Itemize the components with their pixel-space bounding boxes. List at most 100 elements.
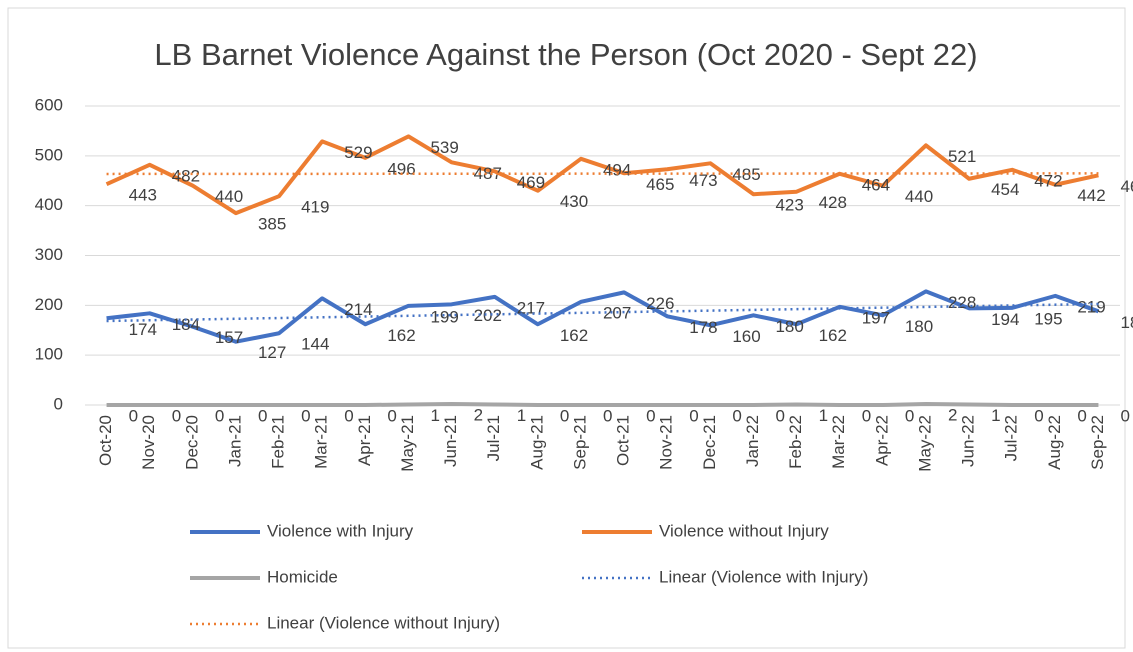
data-label: 127 (258, 343, 286, 362)
x-tick-label: Sep-22 (1088, 415, 1107, 470)
data-label: 2 (474, 405, 483, 424)
data-label: 157 (215, 328, 243, 347)
legend-label: Homicide (267, 567, 338, 586)
data-label: 197 (862, 308, 890, 327)
series-line (106, 289, 1100, 344)
x-tick-label: Dec-21 (700, 415, 719, 470)
data-label: 0 (215, 406, 224, 425)
data-label: 464 (862, 175, 890, 194)
series-line (105, 134, 1099, 216)
data-label: 472 (1034, 171, 1062, 190)
data-label: 188 (1120, 313, 1133, 332)
x-tick-label: Oct-20 (96, 415, 115, 466)
data-label: 0 (301, 406, 310, 425)
data-label: 0 (344, 406, 353, 425)
data-label: 0 (172, 406, 181, 425)
data-label: 487 (474, 164, 502, 183)
data-label: 1 (517, 406, 526, 425)
x-tick-label: Feb-22 (786, 415, 805, 469)
data-label: 0 (560, 406, 569, 425)
data-label: 194 (991, 310, 1019, 329)
data-label: 430 (560, 192, 588, 211)
data-label: 461 (1120, 177, 1133, 196)
data-label: 0 (387, 406, 396, 425)
legend-label: Violence without Injury (659, 521, 829, 540)
data-label: 385 (258, 215, 286, 234)
data-label: 180 (905, 317, 933, 336)
x-tick-label: Mar-21 (312, 415, 331, 469)
data-label: 0 (732, 406, 741, 425)
data-label: 454 (991, 180, 1019, 199)
legend-label: Violence with Injury (267, 521, 414, 540)
data-label: 1 (430, 406, 439, 425)
data-label: 473 (689, 171, 717, 190)
y-tick-label: 0 (54, 394, 63, 413)
x-tick-label: Jul-22 (1002, 415, 1021, 461)
x-tick-label: May-22 (915, 415, 934, 472)
data-label: 0 (258, 406, 267, 425)
data-label: 214 (344, 300, 372, 319)
x-tick-label: Jul-21 (484, 415, 503, 461)
x-tick-label: Feb-21 (269, 415, 288, 469)
x-tick-label: Jan-22 (743, 415, 762, 467)
data-label: 144 (301, 335, 329, 354)
x-tick-label: Nov-20 (139, 415, 158, 470)
y-tick-label: 400 (35, 195, 63, 214)
data-label: 0 (1120, 406, 1129, 425)
x-tick-label: Apr-22 (872, 415, 891, 466)
data-label: 419 (301, 198, 329, 217)
x-tick-label: Jun-22 (959, 415, 978, 467)
x-tick-label: Jun-21 (441, 415, 460, 467)
data-label: 162 (387, 326, 415, 345)
data-label: 178 (689, 318, 717, 337)
data-label: 428 (819, 193, 847, 212)
data-label: 0 (1034, 406, 1043, 425)
data-label: 202 (474, 306, 502, 325)
y-tick-label: 100 (35, 345, 63, 364)
data-label: 0 (775, 406, 784, 425)
x-tick-label: Jan-21 (225, 415, 244, 467)
data-label: 174 (129, 320, 157, 339)
x-tick-label: Sep-21 (570, 415, 589, 470)
data-label: 0 (646, 406, 655, 425)
data-label: 496 (387, 159, 415, 178)
data-label: 2 (948, 405, 957, 424)
data-label: 0 (905, 406, 914, 425)
data-label: 442 (1077, 186, 1105, 205)
data-label: 0 (689, 406, 698, 425)
data-label: 228 (948, 293, 976, 312)
x-tick-label: Nov-21 (657, 415, 676, 470)
data-label: 162 (560, 326, 588, 345)
data-label: 162 (819, 326, 847, 345)
data-label: 0 (1077, 406, 1086, 425)
data-label: 485 (732, 165, 760, 184)
data-label: 529 (344, 143, 372, 162)
y-tick-label: 500 (35, 145, 63, 164)
x-tick-label: Apr-21 (355, 415, 374, 466)
data-label: 440 (215, 187, 243, 206)
data-label: 423 (775, 196, 803, 215)
legend-label: Linear (Violence without Injury) (267, 613, 500, 632)
y-tick-label: 600 (35, 95, 63, 114)
data-label: 0 (603, 406, 612, 425)
x-tick-label: May-21 (398, 415, 417, 472)
data-label: 465 (646, 175, 674, 194)
data-label: 1 (991, 406, 1000, 425)
data-label: 521 (948, 147, 976, 166)
data-label: 219 (1077, 297, 1105, 316)
data-label: 0 (129, 406, 138, 425)
x-tick-label: Oct-21 (614, 415, 633, 466)
data-label: 180 (775, 317, 803, 336)
data-label: 226 (646, 294, 674, 313)
data-label: 443 (129, 186, 157, 205)
data-label: 1 (819, 406, 828, 425)
data-label: 160 (732, 327, 760, 346)
data-label: 184 (172, 315, 200, 334)
data-label: 494 (603, 160, 631, 179)
x-tick-label: Mar-22 (829, 415, 848, 469)
series-line (106, 402, 1099, 407)
data-label: 0 (862, 406, 871, 425)
y-tick-label: 300 (35, 245, 63, 264)
legend-label: Linear (Violence with Injury) (659, 567, 868, 586)
